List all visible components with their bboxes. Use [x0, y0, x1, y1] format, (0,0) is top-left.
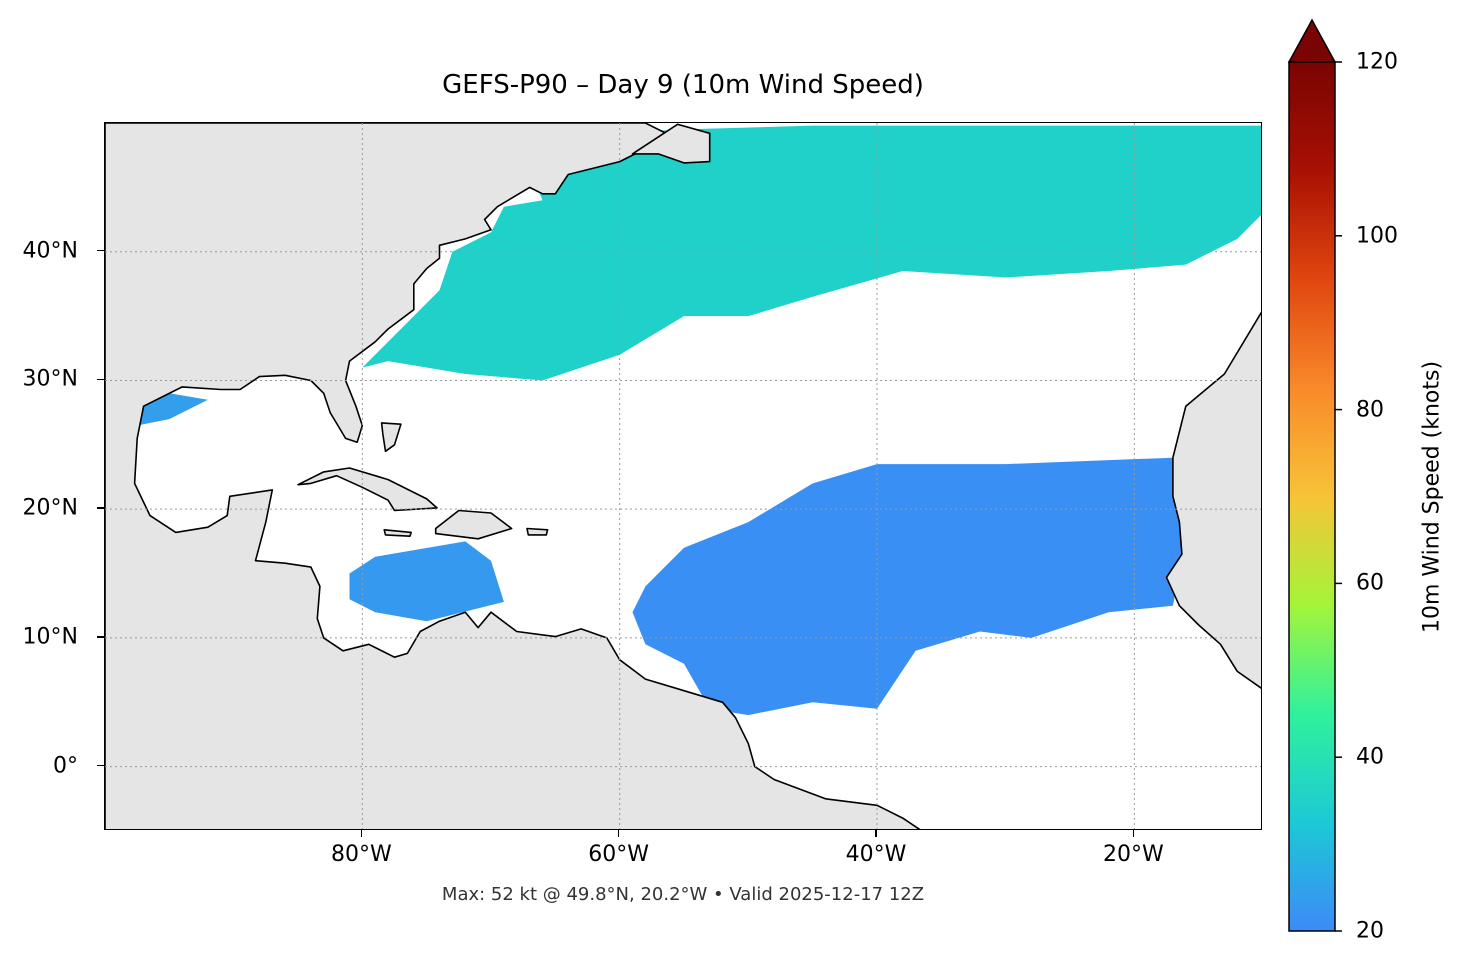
- wind-region-caribbean-patch: [349, 541, 504, 622]
- land-africa: [1165, 311, 1261, 689]
- x-tick-mark: [1132, 830, 1135, 837]
- x-tick-label: 20°W: [1102, 842, 1164, 867]
- max-wind-caption: Max: 52 kt @ 49.8°N, 20.2°W • Valid 2025…: [441, 884, 925, 905]
- colorbar-tick-marks: [1335, 61, 1342, 932]
- map-plot-area[interactable]: [104, 122, 1262, 830]
- land-cuba: [297, 467, 438, 512]
- x-tick-mark: [617, 830, 620, 837]
- x-tick-label: 60°W: [588, 842, 650, 867]
- gridlines-overlay: [105, 123, 1261, 829]
- land-jamaica: [383, 528, 413, 538]
- land-puerto-rico: [526, 527, 549, 536]
- land-hispaniola: [434, 509, 513, 540]
- land-north-america: [105, 123, 921, 829]
- map-canvas: [105, 123, 1261, 829]
- map-title: GEFS-P90 – Day 9 (10m Wind Speed): [442, 70, 924, 100]
- colorbar: [1287, 18, 1342, 932]
- land-bahamas: [380, 422, 402, 453]
- x-tick-mark: [360, 830, 363, 837]
- colorbar-tick-label: 20: [1356, 918, 1384, 944]
- y-tick-label: 10°N: [22, 624, 78, 650]
- land-newfoundland: [631, 123, 711, 164]
- colorbar-tick-label: 100: [1356, 223, 1398, 249]
- y-tick-mark: [97, 507, 104, 509]
- colorbar-tick-label: 40: [1356, 744, 1384, 770]
- y-tick-label: 30°N: [22, 366, 78, 392]
- y-tick-label: 0°: [53, 753, 78, 779]
- x-tick-label: 80°W: [330, 842, 392, 867]
- x-tick-mark: [875, 830, 877, 837]
- wind-region-gulf-northern-patch: [130, 393, 208, 426]
- y-tick-mark: [97, 636, 104, 638]
- y-tick-label: 20°N: [22, 495, 78, 521]
- x-tick-label: 40°W: [845, 842, 907, 867]
- colorbar-tick-label: 80: [1356, 397, 1384, 423]
- colorbar-tick-label: 60: [1356, 570, 1384, 596]
- wind-region-north-atlantic-westerlies: [362, 125, 1261, 381]
- colorbar-extend-arrow: [1287, 18, 1337, 63]
- y-tick-mark: [97, 764, 104, 767]
- y-tick-mark: [97, 378, 104, 381]
- land-layer: [105, 123, 1261, 829]
- y-tick-label: 40°N: [22, 238, 78, 264]
- y-tick-mark: [97, 249, 104, 252]
- colorbar-gradient: [1288, 61, 1336, 932]
- wind-region-tropical-trade-winds: [632, 457, 1186, 716]
- colorbar-tick-label: 120: [1356, 49, 1398, 75]
- colorbar-label: 10m Wind Speed (knots): [1419, 360, 1445, 634]
